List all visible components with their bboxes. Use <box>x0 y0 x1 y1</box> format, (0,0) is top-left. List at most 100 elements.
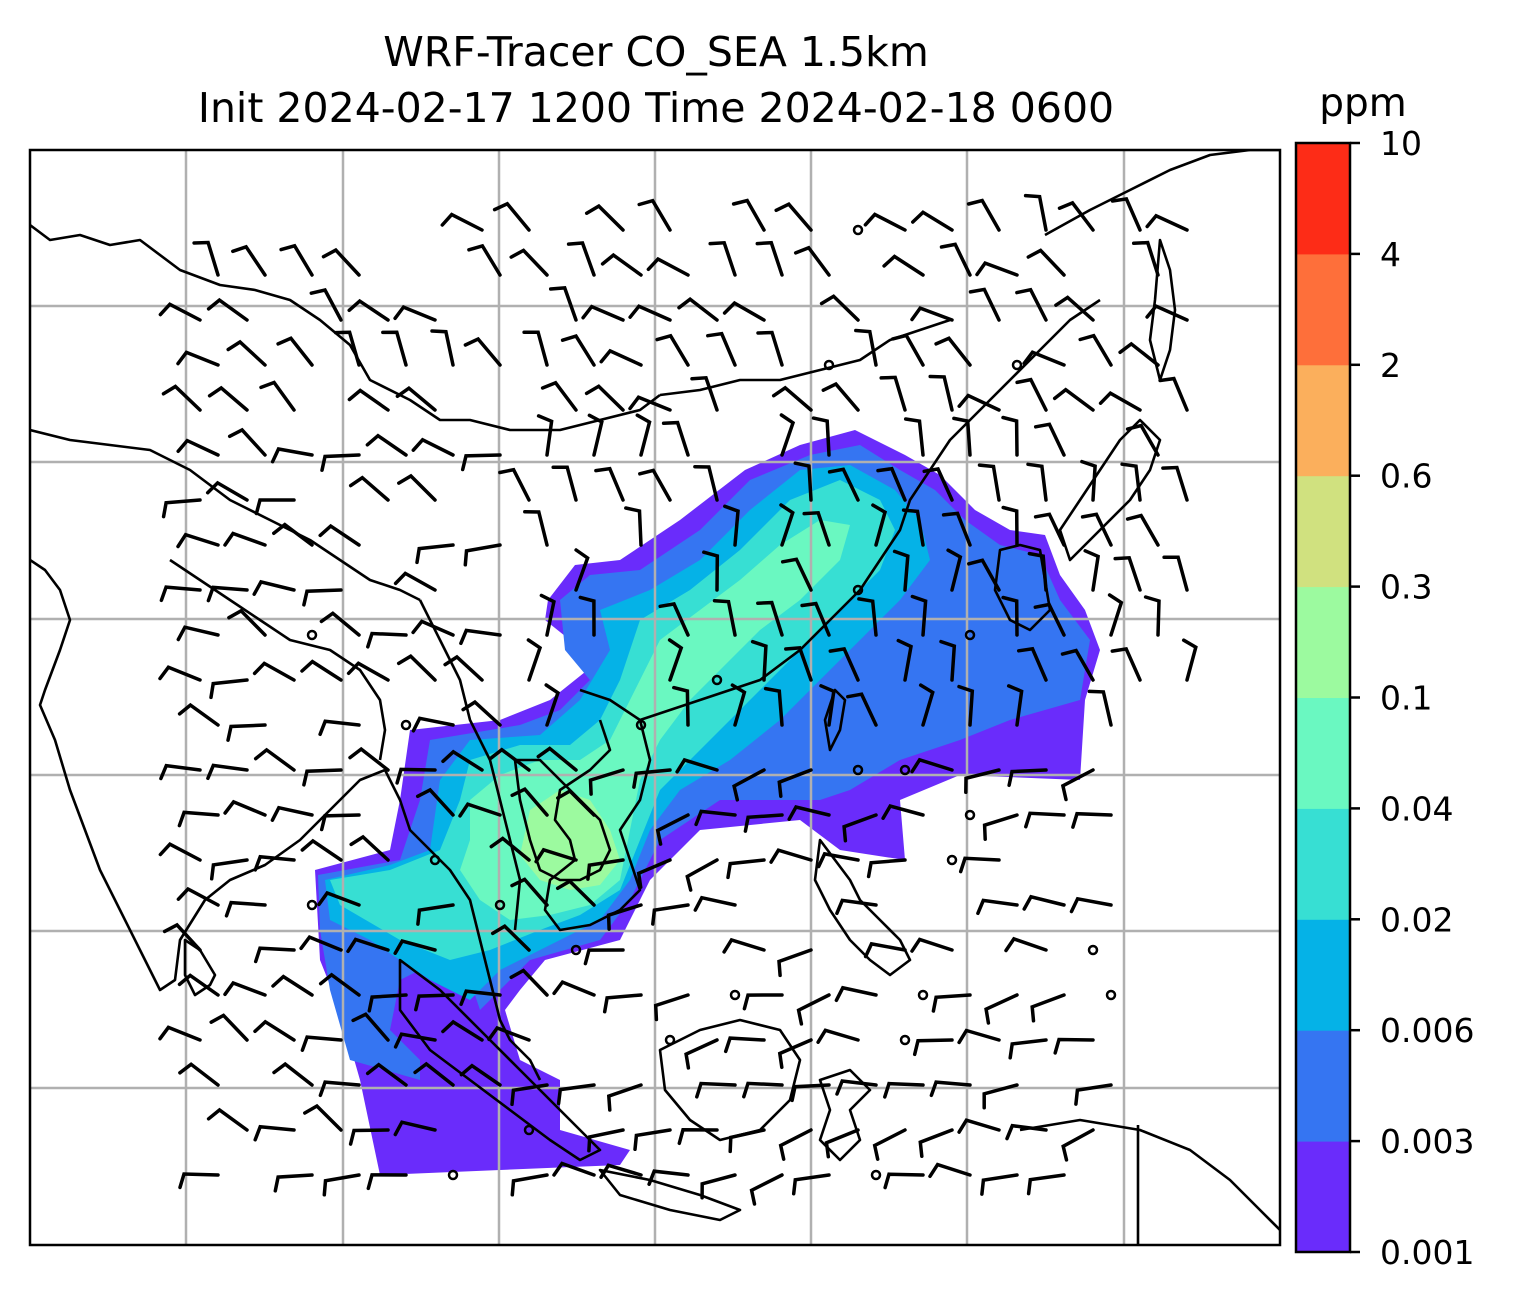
wind-barb <box>982 813 1019 841</box>
wind-barb <box>415 543 455 565</box>
wind-barb <box>777 948 813 978</box>
wind-barb <box>273 1173 314 1193</box>
wind-barb <box>177 810 220 828</box>
wind-barb <box>901 508 925 547</box>
wind-barb <box>534 847 578 864</box>
wind-barb <box>231 244 267 277</box>
colorbar-segment <box>1296 143 1350 255</box>
wind-barb <box>677 1128 719 1146</box>
wind-barb <box>459 1063 502 1087</box>
wind-barb <box>176 625 220 642</box>
wind-barb <box>161 498 202 519</box>
wind-barb <box>910 594 928 637</box>
calm-wind-marker <box>306 629 318 641</box>
wind-barb <box>749 1173 784 1206</box>
wind-barb <box>581 304 625 322</box>
wind-barb <box>1015 287 1048 322</box>
wind-barb <box>1001 505 1019 547</box>
wind-barb <box>903 417 925 457</box>
wind-barb <box>702 550 720 592</box>
wind-barb <box>706 331 737 367</box>
wind-barb <box>910 757 954 774</box>
colorbar-segment <box>1296 475 1350 588</box>
wind-barb <box>1033 422 1066 457</box>
wind-barb <box>1022 894 1066 911</box>
map-title-line2: Init 2024-02-17 1200 Time 2024-02-18 060… <box>197 84 1115 132</box>
coastline-sumatra <box>398 958 602 1162</box>
wind-barb <box>606 1083 643 1112</box>
wind-barb <box>490 924 531 952</box>
map-gridlines <box>30 150 1280 1245</box>
map-panel <box>30 150 1280 1245</box>
wind-barb <box>1110 196 1142 232</box>
calm-wind-marker <box>447 1169 459 1181</box>
wind-barb <box>1071 811 1113 829</box>
wind-barb <box>207 385 249 412</box>
wind-barb <box>1006 684 1024 727</box>
wind-barb <box>846 692 878 727</box>
wind-barb <box>967 558 1001 592</box>
wind-barb <box>489 836 531 862</box>
wind-barb <box>780 557 813 592</box>
colorbar-segment <box>1296 1030 1350 1142</box>
wind-barb <box>677 296 719 322</box>
wind-barb <box>206 1107 249 1132</box>
wind-barb <box>397 473 437 502</box>
wind-barb <box>158 1025 202 1042</box>
colorbar-segment <box>1296 253 1350 366</box>
wind-barb <box>918 1128 954 1158</box>
wind-barb <box>253 1019 296 1042</box>
wind-barb <box>779 503 795 547</box>
colorbar-segment <box>1296 586 1350 698</box>
wind-barb <box>544 683 560 727</box>
wind-barb <box>655 333 690 367</box>
coastline-borneo <box>658 1018 802 1142</box>
wind-barb <box>588 768 625 796</box>
wind-barb <box>540 380 578 412</box>
wind-barb <box>443 654 484 682</box>
wind-barb <box>319 611 361 637</box>
wind-barb <box>440 212 484 232</box>
wind-barb <box>560 334 596 367</box>
wind-barb <box>928 1162 972 1179</box>
colorbar-tick-label: 0.1 <box>1380 679 1432 718</box>
wind-barb <box>510 1173 549 1197</box>
wind-barb <box>842 813 878 843</box>
wind-barb <box>461 699 502 727</box>
wind-barb <box>777 768 813 798</box>
wind-barb <box>750 639 768 682</box>
wind-barb <box>756 330 784 367</box>
wind-barb <box>555 879 596 907</box>
wind-barb <box>1061 1128 1095 1162</box>
wind-barb <box>882 254 925 277</box>
wind-barb <box>584 203 625 232</box>
wind-barb <box>883 1081 925 1099</box>
wind-barb <box>816 1028 860 1044</box>
wind-barb <box>536 414 554 457</box>
wind-barb <box>276 336 314 367</box>
wind-barb <box>606 903 643 931</box>
wind-barb <box>1145 303 1189 322</box>
calm-wind-marker <box>523 1124 535 1136</box>
wind-barb <box>252 661 296 682</box>
calm-wind-marker <box>570 944 582 956</box>
wind-barb <box>320 453 361 472</box>
wind-barb <box>393 1120 437 1137</box>
wind-barb <box>796 993 831 1026</box>
wind-barb <box>742 1081 784 1099</box>
wind-barb <box>964 768 1001 795</box>
wind-barb <box>411 716 455 733</box>
wind-barb <box>158 302 202 322</box>
wind-barb <box>253 747 296 772</box>
wind-barb <box>828 646 860 682</box>
wind-barb <box>1107 593 1124 637</box>
coastline-russia-far-east <box>1044 150 1280 237</box>
wind-barb <box>1080 459 1097 502</box>
wind-barb <box>675 757 719 774</box>
wind-barb <box>872 1128 907 1161</box>
colorbar: 0.001 0.003 0.006 0.02 0.04 0.1 0.3 0.6 2 4 10 <box>1294 124 1474 1272</box>
wind-barb <box>498 467 531 502</box>
wind-barb <box>1158 376 1189 412</box>
wind-barb <box>647 1169 690 1186</box>
wind-barb <box>980 1173 1019 1196</box>
